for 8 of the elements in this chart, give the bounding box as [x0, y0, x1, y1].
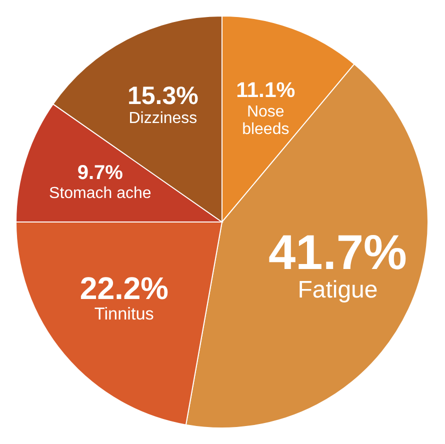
- slice-label: Tinnitus: [94, 303, 154, 324]
- slice-label: Stomach ache: [49, 185, 152, 202]
- data-label: 11.1%: [236, 78, 296, 102]
- data-label: 22.2%: [80, 270, 168, 306]
- slice-label: Dizziness: [128, 110, 198, 128]
- data-label: 9.7%: [77, 162, 124, 184]
- slice-label: Nose bleeds: [242, 103, 290, 138]
- data-label: 15.3%: [127, 82, 198, 110]
